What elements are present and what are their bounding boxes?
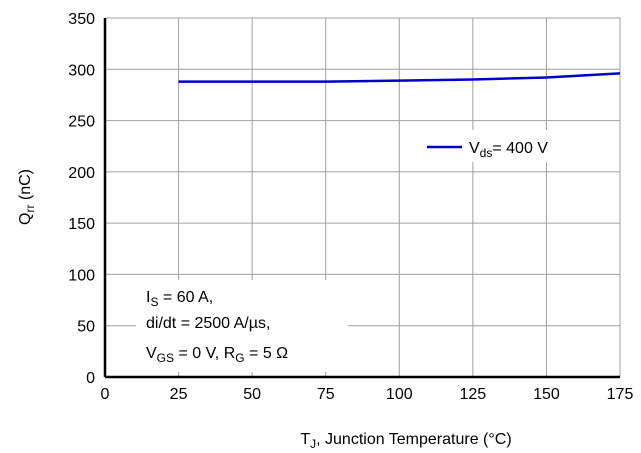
- y-tick-label: 100: [68, 267, 95, 284]
- conditions-line-3-a: V: [146, 345, 157, 362]
- conditions-box: [136, 280, 348, 372]
- y-tick-label: 200: [68, 165, 95, 182]
- legend-label-rest: = 400 V: [492, 140, 548, 157]
- x-axis-title-sub: J: [310, 437, 316, 451]
- y-axis-title-rest: (nC): [17, 169, 34, 205]
- y-tick-label: 350: [68, 11, 95, 28]
- x-tick-label: 125: [460, 386, 487, 403]
- x-tick-label: 25: [170, 386, 188, 403]
- grid: [104, 17, 621, 378]
- x-tick-labels: 0 25 50 75 100 125 150 175: [101, 386, 634, 403]
- y-axis-title-sub: rr: [23, 205, 37, 213]
- conditions-line-1-sub: S: [150, 295, 158, 309]
- y-tick-label: 50: [77, 319, 95, 336]
- conditions-line-1: IS = 60 A,: [146, 289, 213, 309]
- series-line: [178, 72, 621, 83]
- x-axis-title-rest: , Junction Temperature (°C): [316, 431, 512, 448]
- x-tick-label: 0: [101, 386, 110, 403]
- y-axis-title-main: Q: [17, 213, 34, 225]
- x-axis-title-main: T: [300, 431, 310, 448]
- conditions-line-3-a-sub: GS: [157, 351, 174, 365]
- x-axis-title: TJ, Junction Temperature (°C): [300, 431, 511, 451]
- x-tick-label: 75: [317, 386, 335, 403]
- legend-label-main: V: [469, 140, 480, 157]
- conditions-line-3-b: = 0 V, R: [174, 345, 235, 362]
- y-tick-label: 250: [68, 114, 95, 131]
- conditions-line-1-rest: = 60 A,: [158, 289, 213, 306]
- y-tick-label: 150: [68, 216, 95, 233]
- y-axis-title: Qrr (nC): [17, 169, 37, 225]
- conditions-line-2: di/dt = 2500 A/µs,: [146, 315, 270, 332]
- y-tick-labels: 0 50 100 150 200 250 300 350: [68, 11, 95, 387]
- x-tick-label: 175: [607, 386, 634, 403]
- conditions-line-3-c: = 5 Ω: [245, 345, 289, 362]
- legend-label: Vds= 400 V: [469, 140, 548, 160]
- y-tick-label: 300: [68, 62, 95, 79]
- conditions-line-3: VGS = 0 V, RG = 5 Ω: [146, 345, 288, 365]
- y-tick-label: 0: [86, 370, 95, 387]
- conditions-line-1-main: I: [146, 289, 150, 306]
- x-tick-label: 50: [243, 386, 261, 403]
- conditions-line-3-b-sub: G: [235, 351, 244, 365]
- legend-label-sub: ds: [480, 146, 493, 160]
- axes: [103, 18, 620, 379]
- x-tick-label: 150: [533, 386, 560, 403]
- series-layer: [178, 72, 621, 83]
- x-tick-label: 100: [386, 386, 413, 403]
